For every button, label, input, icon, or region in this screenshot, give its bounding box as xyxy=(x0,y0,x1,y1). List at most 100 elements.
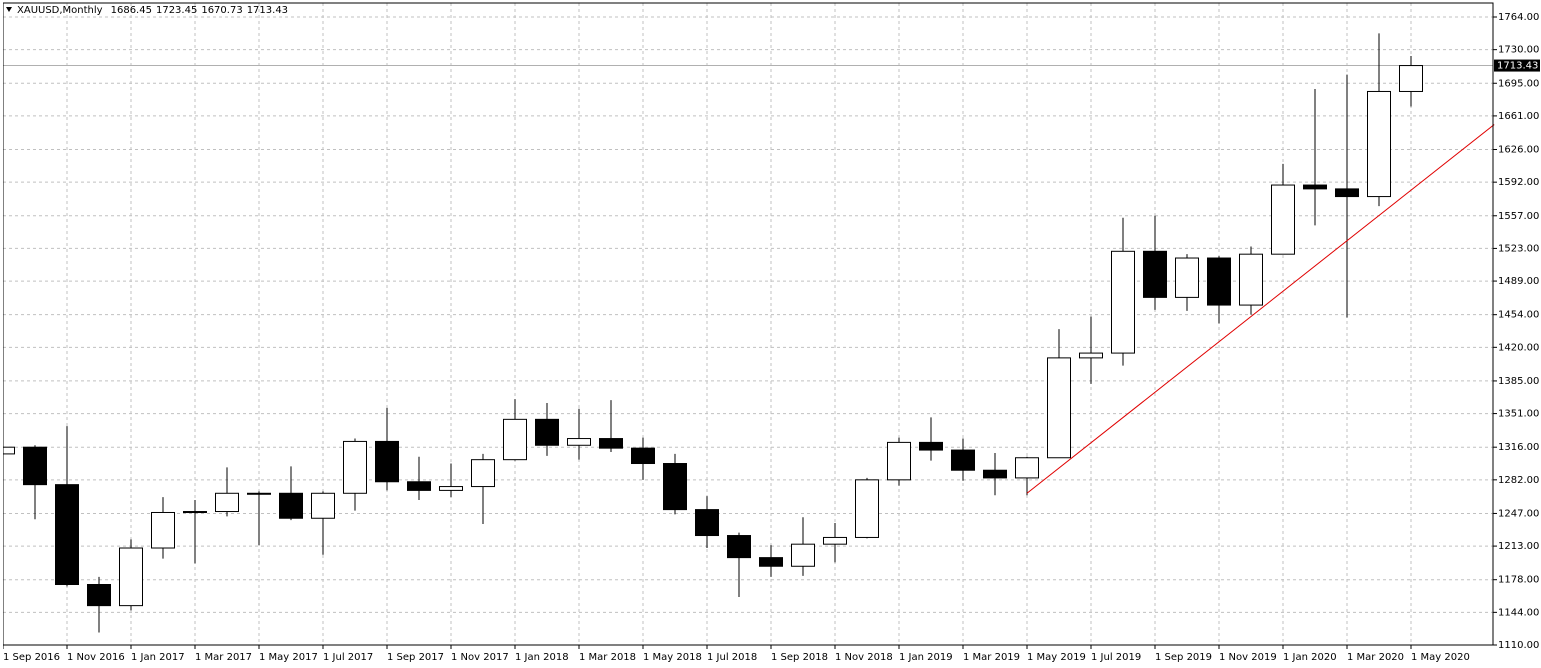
candle-body xyxy=(1367,90,1391,198)
x-tick-label: 1 Sep 2018 xyxy=(771,652,828,663)
x-tick-label: 1 Jul 2018 xyxy=(707,652,757,663)
candle-body xyxy=(279,492,303,519)
x-tick-label: 1 Nov 2019 xyxy=(1219,652,1277,663)
candle-body xyxy=(983,469,1007,479)
candle-body xyxy=(1239,253,1263,306)
x-tick-label: 1 Mar 2019 xyxy=(963,652,1020,663)
x-tick-label: 1 Sep 2019 xyxy=(1155,652,1212,663)
x-tick-label: 1 Jul 2017 xyxy=(323,652,373,663)
candle-body xyxy=(439,486,463,491)
y-tick-label: 1316.00 xyxy=(1498,442,1539,453)
candle-body xyxy=(311,492,335,519)
x-tick-label: 1 May 2020 xyxy=(1411,652,1470,663)
y-tick-label: 1730.00 xyxy=(1498,45,1539,56)
candle-body xyxy=(1111,250,1135,354)
candle-body xyxy=(55,484,79,586)
candle-body xyxy=(23,446,47,486)
y-tick-label: 1557.00 xyxy=(1498,211,1539,222)
candle-body xyxy=(247,492,271,495)
candle-body xyxy=(727,535,751,559)
symbol: XAUUSD,Monthly xyxy=(17,5,103,16)
candle-body xyxy=(1399,65,1423,92)
candle-body xyxy=(599,438,623,449)
x-tick-label: 1 May 2019 xyxy=(1027,652,1086,663)
y-tick-label: 1351.00 xyxy=(1498,409,1539,420)
candle-body xyxy=(1015,457,1039,479)
trendline xyxy=(1026,124,1495,494)
x-tick-label: 1 Jul 2019 xyxy=(1091,652,1141,663)
candle-body xyxy=(183,511,207,514)
y-tick-label: 1247.00 xyxy=(1498,508,1539,519)
price-label-box xyxy=(1494,59,1540,72)
candle-body xyxy=(1175,257,1199,298)
y-tick-label: 1420.00 xyxy=(1498,342,1539,353)
candle-body xyxy=(87,584,111,607)
left-margin xyxy=(0,0,3,668)
candle-body xyxy=(343,440,367,494)
y-tick-label: 1282.00 xyxy=(1498,475,1539,486)
y-tick-label: 1144.00 xyxy=(1498,607,1539,618)
candle-body xyxy=(919,441,943,451)
candle-body xyxy=(1335,188,1359,198)
candle-body xyxy=(1271,184,1295,255)
x-tick-label: 1 Mar 2018 xyxy=(579,652,636,663)
y-tick-label: 1523.00 xyxy=(1498,243,1539,254)
candle-body xyxy=(1303,184,1327,190)
low-value: 1670.73 xyxy=(201,5,242,16)
y-tick-label: 1454.00 xyxy=(1498,310,1539,321)
x-tick-label: 1 Jan 2020 xyxy=(1283,652,1337,663)
candle-body xyxy=(855,479,879,538)
y-tick-label: 1626.00 xyxy=(1498,145,1539,156)
y-tick-label: 1661.00 xyxy=(1498,111,1539,122)
open-value: 1686.45 xyxy=(111,5,152,16)
y-tick-label: 1592.00 xyxy=(1498,177,1539,188)
candle-body xyxy=(215,492,239,513)
y-tick-label: 1764.00 xyxy=(1498,12,1539,23)
candle-body xyxy=(759,557,783,567)
candle-body xyxy=(663,463,687,511)
candle-body xyxy=(119,547,143,607)
candle-body xyxy=(791,543,815,567)
high-value: 1723.45 xyxy=(156,5,197,16)
x-tick-label: 1 Nov 2017 xyxy=(451,652,509,663)
candle-body xyxy=(1207,257,1231,306)
x-tick-label: 1 Nov 2018 xyxy=(835,652,893,663)
x-tick-label: 1 Sep 2016 xyxy=(3,652,60,663)
x-tick-label: 1 May 2017 xyxy=(259,652,318,663)
marks xyxy=(0,33,1495,633)
x-tick-label: 1 Jan 2018 xyxy=(515,652,569,663)
candle-body xyxy=(1047,357,1071,459)
price-label: 1713.43 xyxy=(1497,61,1538,72)
candle-body xyxy=(535,418,559,446)
chart-header: XAUUSD,Monthly 1686.45 1723.45 1670.73 1713.… xyxy=(17,5,288,16)
y-tick-label: 1110.00 xyxy=(1498,640,1539,651)
x-tick-label: 1 Nov 2016 xyxy=(67,652,125,663)
candle-body xyxy=(951,449,975,471)
x-tick-label: 1 May 2018 xyxy=(643,652,702,663)
candle-body xyxy=(631,447,655,465)
close-value: 1713.43 xyxy=(247,5,288,16)
y-tick-label: 1695.00 xyxy=(1498,78,1539,89)
candle-body xyxy=(1143,250,1167,298)
candle-body xyxy=(567,438,591,446)
y-tick-label: 1178.00 xyxy=(1498,575,1539,586)
candle-body xyxy=(695,509,719,537)
candle-body xyxy=(375,440,399,483)
candle-body xyxy=(407,481,431,491)
candle-body xyxy=(823,536,847,545)
x-tick-label: 1 Mar 2017 xyxy=(195,652,252,663)
candle-body xyxy=(887,441,911,481)
y-tick-label: 1213.00 xyxy=(1498,541,1539,552)
x-tick-label: 1 Mar 2020 xyxy=(1347,652,1404,663)
candle-body xyxy=(1079,352,1103,359)
x-tick-label: 1 Sep 2017 xyxy=(387,652,444,663)
candle-body xyxy=(503,418,527,461)
candle-body xyxy=(471,459,495,488)
candle-body xyxy=(151,511,175,549)
y-tick-label: 1385.00 xyxy=(1498,376,1539,387)
x-tick-label: 1 Jan 2017 xyxy=(131,652,185,663)
y-tick-label: 1489.00 xyxy=(1498,276,1539,287)
menu-arrow xyxy=(6,7,12,12)
